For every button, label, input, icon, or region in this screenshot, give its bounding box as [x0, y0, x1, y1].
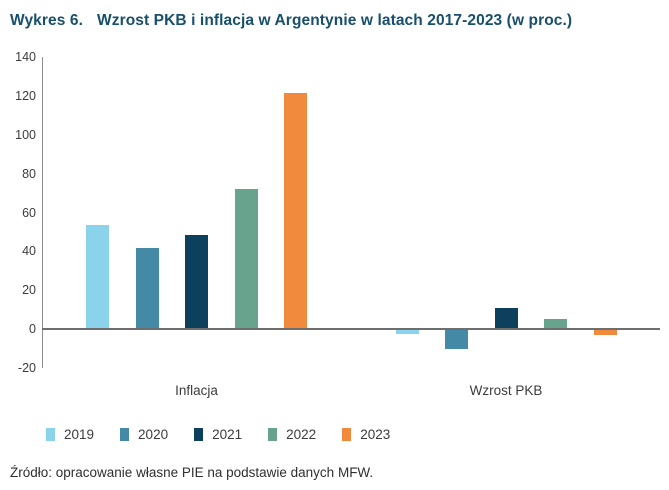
plot-area: 140 120 100 80 60 40 20 0 -20 Inflacja Wzrost PKB: [15, 50, 660, 398]
legend-swatch-icon: [194, 428, 204, 441]
bar-2022-inflacja: [234, 188, 258, 329]
legend-item-2022: 2022: [268, 427, 316, 442]
legend-item-2020: 2020: [120, 427, 168, 442]
y-tick-label: 60: [22, 205, 36, 220]
zero-baseline: [42, 328, 660, 330]
bar-2020-inflacja: [135, 247, 159, 329]
figure-title: Wykres 6. Wzrost PKB i inflacja w Argenty…: [10, 12, 572, 30]
y-tick-label: 140: [15, 50, 36, 65]
legend-label: 2022: [286, 427, 317, 442]
source-note: Źródło: opracowanie własne PIE na podsta…: [10, 465, 374, 480]
y-axis-line: [42, 57, 43, 368]
legend: 2019 2020 2021 2022 2023: [46, 427, 390, 442]
y-tick-label: 0: [29, 322, 36, 336]
bar-2020-wzrost-pkb: [445, 330, 468, 350]
x-axis-label-wzrost-pkb: Wzrost PKB: [469, 383, 543, 398]
figure-number: Wykres 6.: [10, 12, 83, 29]
bar-2023-inflacja: [284, 92, 307, 329]
y-tick-label: -20: [17, 360, 36, 375]
y-tick-label: 80: [22, 166, 36, 181]
legend-swatch-icon: [120, 428, 130, 441]
legend-swatch-icon: [46, 428, 55, 441]
legend-label: 2023: [360, 427, 391, 442]
legend-label: 2019: [64, 427, 95, 442]
y-tick-label: 40: [22, 244, 36, 259]
legend-item-2019: 2019: [46, 427, 94, 442]
bar-2021-inflacja: [185, 235, 208, 329]
legend-label: 2021: [212, 427, 243, 442]
legend-item-2023: 2023: [342, 427, 390, 442]
y-tick-label: 120: [15, 89, 36, 104]
bar-2021-wzrost-pkb: [494, 308, 518, 329]
x-axis-label-inflacja: Inflacja: [175, 383, 218, 398]
figure-title-text: Wzrost PKB i inflacja w Argentynie w lat…: [97, 12, 573, 29]
bar-2019-inflacja: [86, 225, 109, 329]
bar-2023-wzrost-pkb: [593, 330, 617, 335]
legend-item-2021: 2021: [194, 427, 242, 442]
y-tick-label: 100: [15, 128, 36, 142]
legend-label: 2020: [138, 427, 169, 442]
legend-swatch-icon: [342, 428, 352, 441]
bar-2019-wzrost-pkb: [395, 330, 419, 334]
legend-swatch-icon: [268, 428, 278, 441]
bar-2022-wzrost-pkb: [544, 319, 567, 329]
y-tick-label: 20: [22, 283, 36, 298]
